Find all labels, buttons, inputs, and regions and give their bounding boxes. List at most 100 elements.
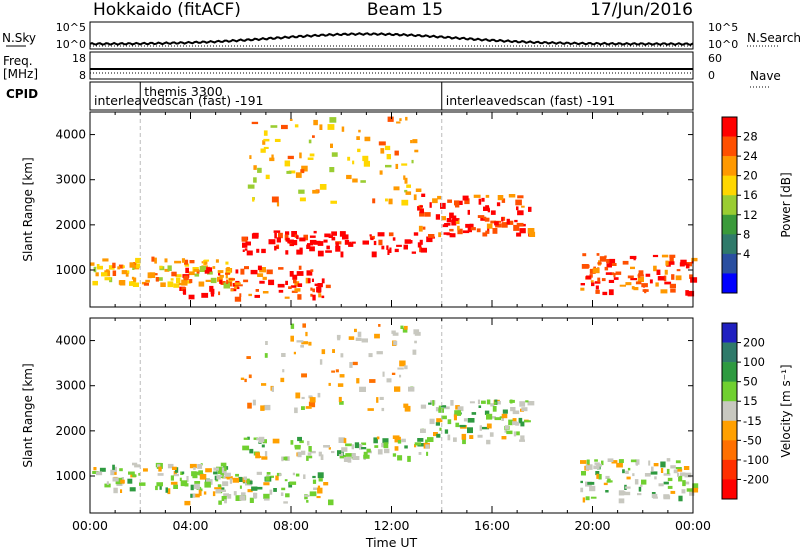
echo-cell xyxy=(339,401,344,405)
echo-cell xyxy=(625,470,629,474)
echo-cell xyxy=(133,277,137,282)
echo-cell xyxy=(597,262,602,265)
echo-cell xyxy=(184,259,189,265)
echo-cell xyxy=(485,230,490,234)
echo-cell xyxy=(213,471,218,475)
echo-cell xyxy=(331,370,335,373)
echo-cell xyxy=(417,242,422,248)
echo-cell xyxy=(321,295,325,299)
echo-cell xyxy=(403,403,409,408)
echo-cell xyxy=(247,489,253,493)
echo-cell xyxy=(689,274,693,279)
echo-cell xyxy=(371,251,377,258)
y-tick-label: 3000 xyxy=(55,379,86,393)
echo-cell xyxy=(420,428,426,433)
echo-cell xyxy=(296,235,299,240)
echo-cell xyxy=(408,386,415,392)
echo-cell xyxy=(666,468,670,474)
echo-cell xyxy=(289,481,297,485)
echo-cell xyxy=(501,418,504,421)
echo-cell xyxy=(226,267,230,272)
echo-cell xyxy=(528,206,532,212)
echo-cell xyxy=(135,257,141,264)
echo-cell xyxy=(263,482,270,486)
echo-cell xyxy=(286,170,292,174)
echo-cell xyxy=(265,476,270,481)
echo-cell xyxy=(425,439,428,444)
echo-cell xyxy=(514,219,518,223)
echo-cell xyxy=(581,471,586,476)
echo-cell xyxy=(229,478,233,484)
echo-cell xyxy=(285,231,290,235)
echo-cell xyxy=(253,437,258,440)
echo-cell xyxy=(242,477,246,483)
echo-cell xyxy=(225,274,228,279)
echo-cell xyxy=(461,433,467,440)
echo-cell xyxy=(451,219,457,226)
echo-cell xyxy=(271,196,279,203)
colorbar-swatch xyxy=(722,401,737,422)
echo-cell xyxy=(351,444,354,450)
echo-cell xyxy=(199,488,203,492)
echo-cell xyxy=(467,226,472,233)
echo-cell xyxy=(246,250,253,256)
echo-cell xyxy=(210,277,217,284)
echo-cell xyxy=(618,490,625,496)
echo-cell xyxy=(289,271,294,277)
echo-cell xyxy=(180,471,184,475)
echo-cell xyxy=(625,282,632,286)
echo-cell xyxy=(501,217,504,222)
echo-cell xyxy=(392,237,396,241)
echo-cell xyxy=(139,482,146,486)
echo-cell xyxy=(691,257,698,262)
echo-cell xyxy=(192,473,198,479)
echo-cell xyxy=(220,469,227,476)
echo-cell xyxy=(242,445,250,451)
echo-cell xyxy=(288,286,292,289)
echo-cell xyxy=(323,239,328,243)
echo-cell xyxy=(655,282,659,287)
echo-cell xyxy=(260,148,266,153)
echo-cell xyxy=(642,289,649,292)
echo-cell xyxy=(118,264,124,269)
echo-cell xyxy=(342,234,349,240)
echo-cell xyxy=(432,400,435,406)
echo-cell xyxy=(635,281,642,285)
echo-cell xyxy=(589,485,596,492)
colorbar-swatch xyxy=(722,381,737,402)
echo-cell xyxy=(293,279,297,284)
echo-cell xyxy=(251,486,258,491)
echo-cell xyxy=(205,468,212,473)
echo-cell xyxy=(276,202,280,207)
echo-cell xyxy=(507,220,514,225)
echo-cell xyxy=(263,493,270,499)
echo-cell xyxy=(226,476,233,480)
echo-cell xyxy=(190,484,194,491)
echo-cell xyxy=(678,495,683,502)
echo-cell xyxy=(278,232,283,239)
echo-cell xyxy=(518,417,523,424)
echo-cell xyxy=(306,500,309,503)
echo-cell xyxy=(308,395,313,399)
echo-cell xyxy=(452,215,457,219)
echo-cell xyxy=(385,198,388,202)
echo-cell xyxy=(506,430,513,435)
echo-cell xyxy=(323,482,329,486)
echo-cell xyxy=(242,242,248,248)
echo-cell xyxy=(356,378,360,384)
echo-cell xyxy=(627,467,631,471)
echo-cell xyxy=(347,156,351,161)
echo-cell xyxy=(454,410,461,416)
echo-cell xyxy=(321,349,326,355)
echo-cell xyxy=(634,479,639,485)
echo-cell xyxy=(95,471,103,476)
echo-cell xyxy=(312,294,316,301)
nsearch-tick-label: 10^0 xyxy=(708,38,738,51)
echo-cell xyxy=(317,487,323,494)
echo-cell xyxy=(453,437,457,442)
echo-cell xyxy=(685,290,689,296)
echo-cell xyxy=(253,165,257,170)
echo-cell xyxy=(629,255,637,260)
echo-cell xyxy=(435,214,440,220)
echo-cell xyxy=(301,341,309,345)
